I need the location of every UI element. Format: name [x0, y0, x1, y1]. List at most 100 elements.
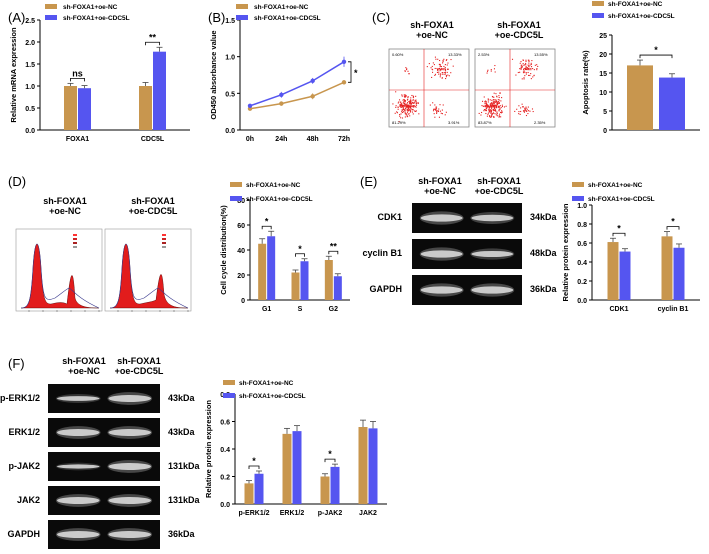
- blot-row-kda: 36kDa: [530, 284, 557, 294]
- flow-event-dot: [495, 104, 497, 106]
- chart-c-apoptosis: 0 5 10 15 20 25 Apoptosis rate(%) sh-FOXA1+oe-N…: [581, 1, 700, 135]
- blot-e-header-cdc-line1: sh-FOXA1: [477, 176, 521, 186]
- data-point: [310, 78, 315, 84]
- flow-event-dot: [493, 116, 495, 118]
- histogram-legend-swatch: [162, 238, 166, 240]
- flow-event-dot: [438, 108, 440, 110]
- flow-event-dot: [484, 101, 486, 103]
- histogram-fit-curve: [109, 243, 189, 309]
- flow-event-dot: [522, 59, 524, 61]
- flow-event-dot: [404, 105, 406, 107]
- flow-event-dot: [528, 62, 530, 64]
- flow-event-dot: [490, 109, 492, 111]
- blot-f-header-nc: sh-FOXA1 +oe-NC: [54, 356, 114, 376]
- flow-event-dot: [407, 96, 409, 98]
- quadrant-percentage: 13.33%: [448, 52, 462, 57]
- flow-event-dot: [483, 96, 485, 98]
- bar-A-0-1: [139, 86, 152, 130]
- flow-event-dot: [493, 108, 495, 111]
- flow-event-dot: [498, 96, 500, 99]
- flow-event-dot: [525, 59, 527, 61]
- legend-swatch-0: [572, 182, 584, 187]
- quadrant-percentage: 2.53%: [478, 52, 490, 57]
- flow-event-dot: [525, 68, 528, 71]
- flow-event-dot: [439, 104, 441, 106]
- flow-event-dot: [518, 113, 520, 115]
- histogram-fit-curve: [20, 243, 100, 309]
- flow-event-dot: [491, 105, 493, 107]
- blot-e-header-cdc-line2: +oe-CDC5L: [474, 186, 524, 196]
- panel-label-b: (B): [208, 10, 226, 25]
- flow-event-dot: [406, 108, 408, 110]
- flow-event-dot: [501, 105, 503, 108]
- flow-event-dot: [534, 64, 536, 66]
- flow-event-dot: [522, 63, 524, 65]
- flow-event-dot: [524, 67, 526, 70]
- legend-swatch-1: [592, 13, 604, 18]
- chart-d-cell-cycle: 0 20 40 60 80 Cell cycle distribution(%) sh-FO…: [219, 182, 350, 313]
- flow-event-dot: [520, 65, 522, 67]
- blot-row-label: p-JAK2: [8, 460, 40, 471]
- flow-event-dot: [406, 111, 409, 113]
- flow-event-dot: [499, 92, 501, 94]
- x-tick-label: CDC5L: [141, 136, 165, 143]
- histogram-legend-swatch: [73, 234, 77, 236]
- x-tick-label: FOXA1: [66, 136, 89, 143]
- bar-D-1-2: [333, 276, 342, 300]
- flow-event-dot: [444, 64, 446, 66]
- blot-strip: [48, 486, 160, 515]
- flow-event-dot: [404, 100, 406, 102]
- flow-event-dot: [407, 110, 409, 112]
- flow-event-dot: [428, 63, 430, 65]
- flow-event-dot: [404, 96, 406, 98]
- significance-label: ns: [72, 68, 83, 78]
- flow-event-dot: [412, 102, 414, 104]
- flow-event-dot: [492, 96, 494, 98]
- flow-event-dot: [405, 67, 407, 69]
- flow-event-dot: [439, 74, 441, 76]
- flow-event-dot: [406, 106, 408, 108]
- flow-event-dot: [525, 72, 527, 74]
- flow-event-dot: [440, 69, 442, 71]
- flow-event-dot: [406, 113, 408, 115]
- flow-event-dot: [520, 67, 522, 69]
- flow-event-dot: [432, 62, 434, 64]
- significance-bracket: [70, 77, 85, 82]
- flow-event-dot: [401, 104, 403, 106]
- flow-event-dot: [411, 102, 413, 104]
- flow-event-dot: [414, 101, 416, 103]
- flow-event-dot: [524, 75, 526, 77]
- blot-band: [420, 250, 463, 258]
- flow-event-dot: [526, 67, 528, 69]
- bar-F-0-0: [244, 483, 254, 504]
- flow-event-dot: [488, 107, 490, 109]
- y-tick-label: 1.0: [577, 203, 587, 210]
- bar-E-0-1: [661, 236, 673, 300]
- flow-event-dot: [523, 70, 525, 72]
- significance-bracket: [261, 225, 272, 230]
- y-tick-label: 25: [599, 33, 607, 40]
- legend-swatch-0: [45, 4, 57, 9]
- flow-event-dot: [402, 108, 405, 111]
- flow-event-dot: [434, 108, 436, 110]
- flow-event-dot: [489, 116, 491, 118]
- flow-event-dot: [436, 110, 438, 113]
- flow-event-dot: [435, 107, 437, 109]
- flow-event-dot: [408, 113, 410, 115]
- flow-event-dot: [522, 110, 525, 112]
- y-axis-title: Apoptosis rate(%): [581, 50, 590, 115]
- flow-event-dot: [443, 73, 445, 75]
- flow-event-dot: [487, 105, 489, 107]
- bar-F-0-1: [282, 433, 292, 504]
- flow-event-dot: [526, 110, 528, 112]
- x-tick-label: G2: [329, 306, 338, 313]
- flow-header-cdc-line1: sh-FOXA1: [497, 20, 541, 30]
- flow-event-dot: [405, 95, 407, 97]
- flow-event-dot: [408, 73, 410, 75]
- flow-event-dot: [439, 73, 441, 75]
- flow-event-dot: [426, 66, 428, 68]
- flow-event-dot: [446, 59, 448, 61]
- flow-event-dot: [493, 68, 496, 70]
- flow-event-dot: [485, 105, 487, 107]
- flow-event-dot: [493, 99, 495, 101]
